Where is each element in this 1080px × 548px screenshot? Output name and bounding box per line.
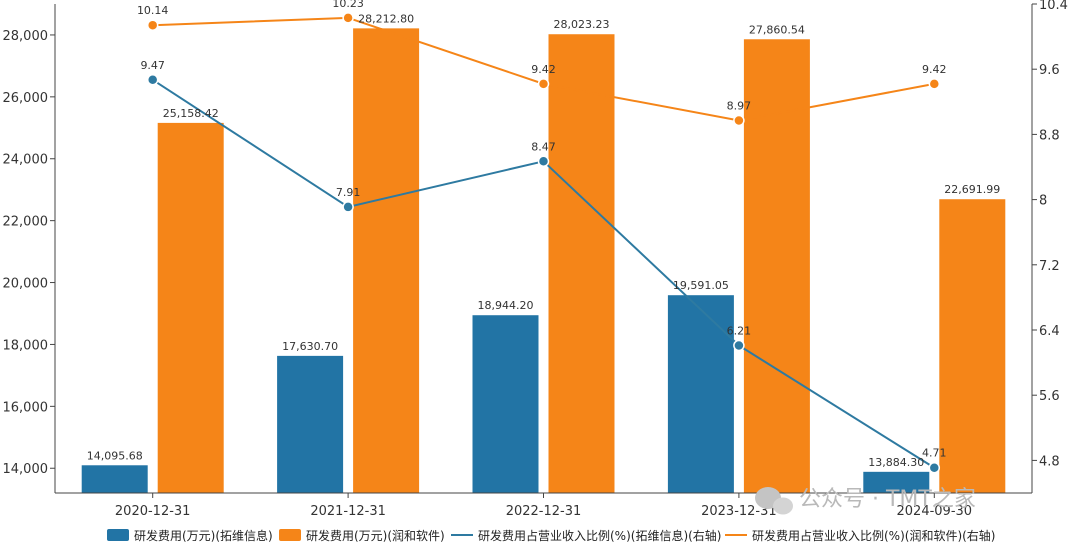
x-tick-label: 2020-12-31 — [115, 504, 191, 519]
bar-label-series2-3: 27,860.54 — [749, 23, 805, 36]
bar-series1-2021-12-31 — [277, 355, 344, 493]
y-right-tick-label: 8 — [1039, 194, 1047, 209]
y-left-tick-label: 28,000 — [3, 29, 49, 44]
line-point-series1-0 — [146, 74, 159, 86]
bar-label-series2-2: 28,023.23 — [554, 18, 610, 31]
legend-label-3: 研发费用占营业收入比例(%)(润和软件)(右轴) — [752, 528, 996, 543]
bar-series2-2024-09-30 — [939, 199, 1006, 493]
bar-label-series2-4: 22,691.99 — [944, 183, 1000, 196]
x-tick-label: 2024-09-30 — [897, 504, 973, 519]
line-point-series1-4 — [928, 461, 941, 474]
line-point-series2-1 — [342, 12, 354, 24]
y-left-tick-label: 16,000 — [3, 400, 49, 415]
y-left-tick-label: 20,000 — [3, 277, 49, 292]
line-label-series1-0: 9.47 — [140, 59, 165, 72]
line-label-series2-1: 10.23 — [332, 0, 364, 10]
bar-series1-2022-12-31 — [472, 315, 539, 493]
bar-label-series1-2: 18,944.20 — [478, 299, 534, 312]
y-left-tick-label: 18,000 — [3, 338, 49, 353]
lines-layer — [146, 12, 941, 474]
bars-layer — [81, 28, 1006, 494]
line-point-series1-1 — [342, 201, 354, 213]
bar-label-series2-0: 25,158.42 — [163, 107, 219, 120]
y-right-tick-label: 9.6 — [1039, 63, 1060, 78]
line-label-series1-4: 4.71 — [922, 447, 947, 460]
bar-series2-2022-12-31 — [548, 34, 615, 494]
legend-label-1: 研发费用(万元)(润和软件) — [306, 528, 445, 543]
bar-series2-2023-12-31 — [743, 39, 810, 493]
y-left-tick-label: 14,000 — [3, 462, 49, 477]
watermark: 公众号 · TMT之家 — [755, 487, 976, 515]
y-right-tick-label: 8.8 — [1039, 128, 1060, 143]
line-label-series1-2: 8.47 — [531, 140, 556, 153]
line-label-series1-3: 6.21 — [727, 324, 752, 337]
x-tick-label: 2021-12-31 — [310, 504, 386, 519]
line-point-series2-0 — [146, 19, 159, 31]
bar-series1-2024-09-30 — [863, 471, 930, 493]
line-point-series2-4 — [928, 78, 941, 90]
y-right-tick-label: 10.4 — [1039, 0, 1068, 13]
line-point-series1-2 — [537, 155, 550, 168]
line-point-series2-2 — [537, 78, 550, 90]
line-point-series1-3 — [733, 339, 745, 352]
line-label-series2-2: 9.42 — [531, 63, 556, 76]
x-tick-label: 2022-12-31 — [506, 504, 582, 519]
bar-label-series1-3: 19,591.05 — [673, 279, 729, 292]
y-left-tick-label: 26,000 — [3, 91, 49, 106]
watermark-text: 公众号 · TMT之家 — [799, 487, 976, 512]
line-point-series2-3 — [733, 114, 745, 127]
bar-series2-2021-12-31 — [353, 28, 420, 493]
bar-label-series1-1: 17,630.70 — [282, 340, 338, 353]
wechat-icon — [755, 487, 793, 515]
x-tick-label: 2023-12-31 — [701, 504, 777, 519]
line-label-series2-3: 8.97 — [727, 100, 752, 113]
bar-label-series1-0: 14,095.68 — [87, 449, 143, 462]
y-right-tick-label: 7.2 — [1039, 259, 1060, 274]
legend-swatch-bar-1 — [279, 529, 301, 541]
data-labels-layer: 14,095.68 17,630.70 18,944.20 19,591.05 13,8… — [87, 0, 1001, 469]
line-label-series2-4: 9.42 — [922, 63, 947, 76]
bar-series2-2020-12-31 — [157, 122, 224, 493]
bar-label-series2-1: 28,212.80 — [358, 12, 414, 25]
line-series1 — [152, 78, 935, 469]
bar-label-series1-4: 13,884.30 — [868, 456, 924, 469]
legend-label-0: 研发费用(万元)(拓维信息) — [134, 528, 273, 543]
legend: 研发费用(万元)(拓维信息) 研发费用(万元)(润和软件) 研发费用占营业收入比例(… — [107, 528, 996, 543]
bar-series1-2020-12-31 — [81, 465, 148, 493]
y-right-tick-label: 4.8 — [1039, 454, 1060, 469]
legend-label-2: 研发费用占营业收入比例(%)(拓维信息)(右轴) — [478, 528, 722, 543]
line-label-series2-0: 10.14 — [137, 4, 169, 17]
y-right-tick-label: 6.4 — [1039, 324, 1060, 339]
y-right-tick-label: 5.6 — [1039, 389, 1060, 404]
y-left-tick-label: 22,000 — [3, 215, 49, 230]
bar-series1-2023-12-31 — [667, 295, 734, 493]
legend-swatch-bar-0 — [107, 529, 129, 541]
line-label-series1-1: 7.91 — [336, 186, 361, 199]
axes-layer: 14,000 16,000 18,000 20,000 22,000 24,000 26,0… — [3, 0, 1068, 519]
y-left-tick-label: 24,000 — [3, 153, 49, 168]
